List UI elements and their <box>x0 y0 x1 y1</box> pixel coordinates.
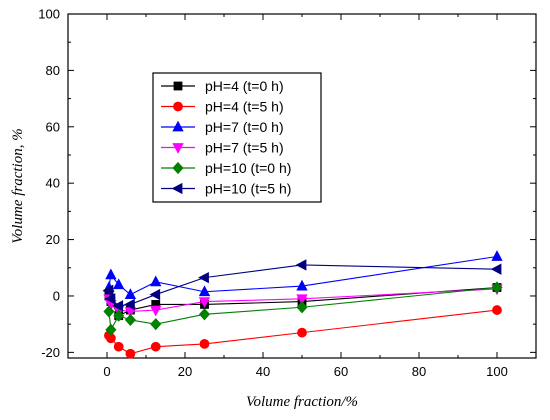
y-tick-label: 20 <box>46 232 60 247</box>
y-tick-label: 0 <box>53 288 60 303</box>
data-point <box>113 341 124 352</box>
legend-marker <box>172 143 184 154</box>
data-point <box>113 278 125 290</box>
data-point <box>491 281 503 294</box>
data-point <box>102 284 114 296</box>
data-point <box>297 327 307 338</box>
data-point <box>490 263 502 275</box>
series-group <box>102 250 503 359</box>
data-point <box>112 300 124 312</box>
data-point <box>105 323 117 336</box>
data-point <box>296 279 308 291</box>
x-tick-label: 60 <box>334 364 348 379</box>
legend-label: pH=7 (t=0 h) <box>205 119 284 135</box>
x-tick-label: 80 <box>412 364 426 379</box>
legend-item: pH=7 (t=5 h) <box>161 140 284 156</box>
data-point <box>105 268 117 280</box>
legend-marker <box>172 120 184 132</box>
y-tick-label: -20 <box>41 345 60 360</box>
data-point <box>125 348 136 359</box>
data-point <box>295 259 307 271</box>
legend-label: pH=4 (t=5 h) <box>205 99 284 115</box>
legend-marker <box>172 161 184 175</box>
legend-label: pH=4 (t=0 h) <box>205 78 284 94</box>
y-tick-label: 60 <box>46 119 60 134</box>
y-axis-title: Volume fraction, % <box>10 128 26 243</box>
legend-label: pH=7 (t=5 h) <box>205 140 284 156</box>
legend-box <box>152 72 322 203</box>
x-tick-label: 40 <box>256 364 270 379</box>
axis-ticks: 0 20 40 60 80 100 -20 0 20 40 60 80 100 <box>38 7 536 379</box>
data-point <box>492 305 502 315</box>
legend-item: pH=10 (t=5 h) <box>161 181 291 197</box>
legend-item: pH=10 (t=0 h) <box>161 160 291 176</box>
y-tick-label: 40 <box>46 176 60 191</box>
data-point <box>113 309 125 322</box>
data-point <box>124 313 136 327</box>
data-point <box>296 294 308 306</box>
legend-item: pH=4 (t=5 h) <box>161 99 284 115</box>
legend-marker <box>171 182 183 195</box>
legend-label: pH=10 (t=5 h) <box>205 181 291 197</box>
legend-item: pH=7 (t=0 h) <box>161 119 284 135</box>
data-point <box>150 305 162 317</box>
x-axis-title: Volume fraction/% <box>246 394 358 410</box>
legend-marker <box>173 101 183 112</box>
y-tick-label: 80 <box>46 63 60 78</box>
data-point <box>150 341 161 352</box>
series-6 <box>102 259 502 312</box>
data-point <box>199 339 210 349</box>
x-tick-label: 0 <box>103 364 110 379</box>
series-5 <box>103 281 503 336</box>
legend-marker <box>173 81 183 91</box>
series-2 <box>104 305 502 359</box>
data-point <box>296 301 308 314</box>
data-point <box>198 271 209 284</box>
data-point <box>150 275 162 287</box>
legend-item: pH=4 (t=0 h) <box>161 78 284 94</box>
data-point <box>491 250 503 261</box>
data-point <box>124 298 135 311</box>
data-point <box>104 293 116 305</box>
legend: pH=4 (t=0 h) pH=4 (t=5 h) pH=7 (t=0 h) pH=7… <box>152 72 322 203</box>
y-tick-label: 100 <box>38 7 60 22</box>
series-3 <box>103 250 503 299</box>
x-tick-label: 20 <box>178 364 192 379</box>
data-point <box>149 288 161 301</box>
data-point <box>103 305 115 318</box>
data-point <box>198 285 211 297</box>
data-point <box>198 297 211 308</box>
x-tick-label: 100 <box>486 364 508 379</box>
legend-label: pH=10 (t=0 h) <box>205 160 291 176</box>
data-point <box>150 318 162 331</box>
data-point <box>198 308 211 321</box>
data-point <box>124 288 137 299</box>
